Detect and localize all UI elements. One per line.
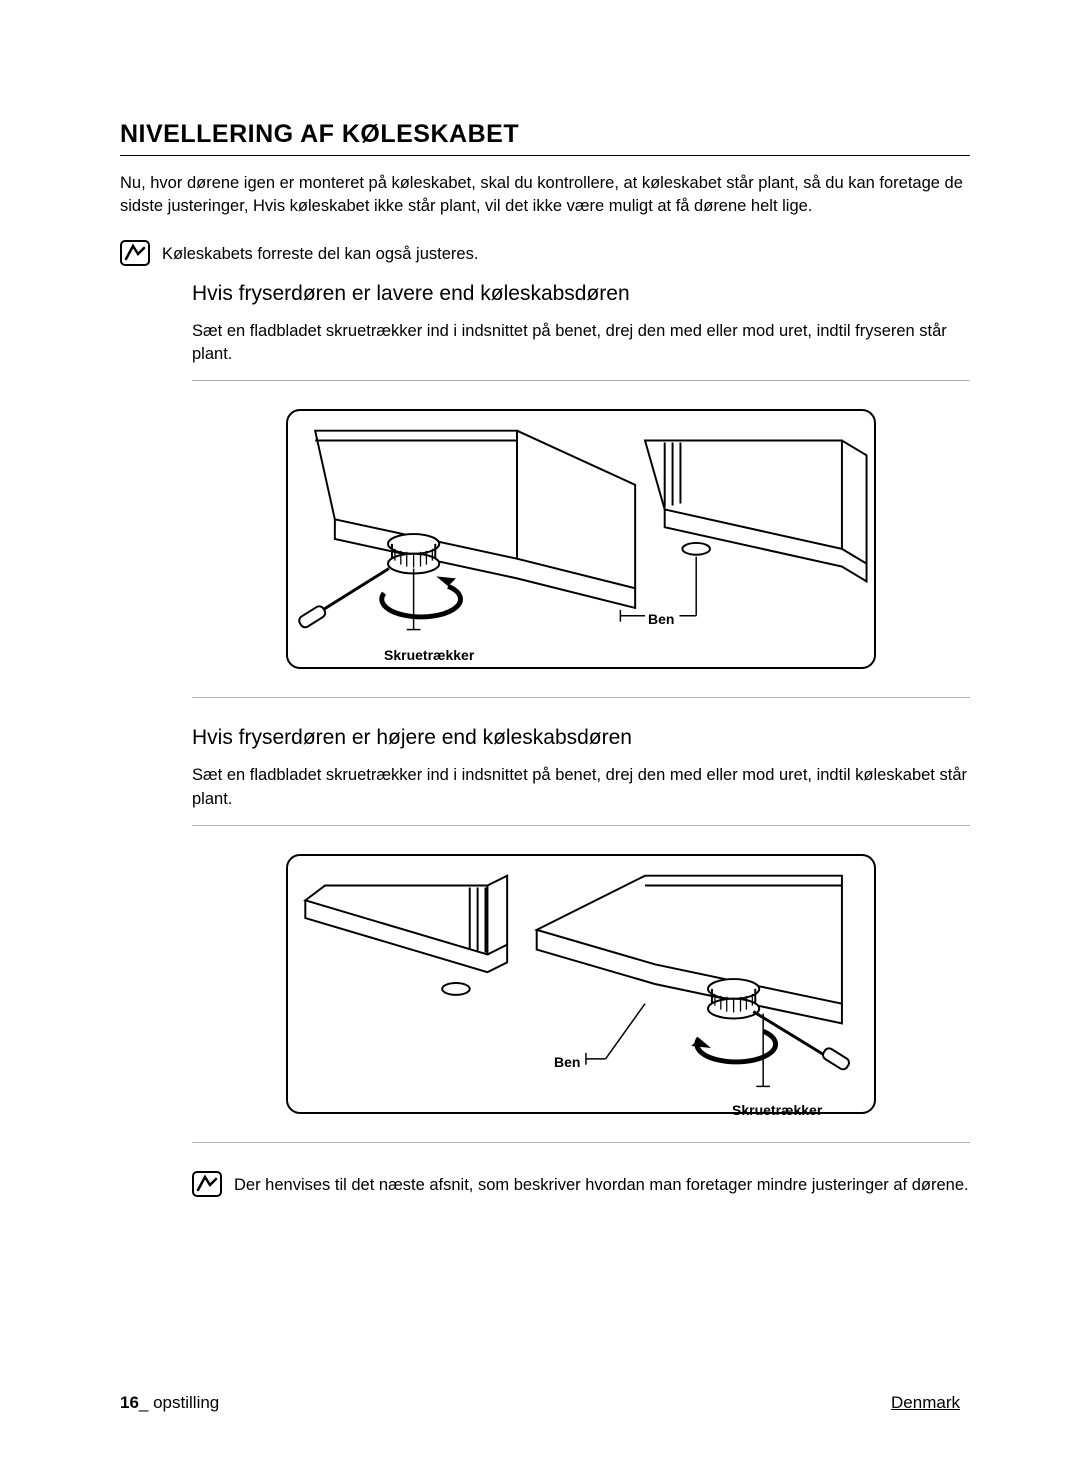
figure-1-diagram — [288, 411, 874, 667]
divider — [192, 825, 970, 826]
note-icon — [120, 240, 150, 266]
figure-2-diagram — [288, 856, 874, 1112]
footer-country: Denmark — [891, 1393, 960, 1413]
note-2-text: Der henvises til det næste afsnit, som b… — [234, 1171, 969, 1197]
figure-2-label-screwdriver: Skruetrækker — [732, 1102, 822, 1118]
note-1-text: Køleskabets forreste del kan også juster… — [162, 240, 478, 266]
section-2: Hvis fryserdøren er højere end køleskabs… — [192, 726, 970, 1142]
section-2-body: Sæt en fladbladet skruetrækker ind i ind… — [192, 764, 970, 810]
section-2-heading: Hvis fryserdøren er højere end køleskabs… — [192, 726, 970, 750]
section-1-body: Sæt en fladbladet skruetrækker ind i ind… — [192, 320, 970, 366]
figure-2: Ben Skruetrækker — [286, 854, 876, 1114]
footer-left: 16_ opstilling — [120, 1393, 219, 1413]
section-1-heading: Hvis fryserdøren er lavere end køleskabs… — [192, 282, 970, 306]
figure-1: Skruetrækker Ben — [286, 409, 876, 669]
divider — [192, 1142, 970, 1143]
figure-1-label-leg: Ben — [648, 611, 674, 627]
figure-1-label-screwdriver: Skruetrækker — [384, 647, 474, 663]
footer-section-label: _ opstilling — [139, 1393, 219, 1412]
intro-paragraph: Nu, hvor dørene igen er monteret på køle… — [120, 172, 970, 218]
page-number: 16 — [120, 1393, 139, 1412]
figure-2-label-leg: Ben — [554, 1054, 580, 1070]
note-2: Der henvises til det næste afsnit, som b… — [192, 1171, 970, 1197]
divider — [192, 697, 970, 698]
divider — [192, 380, 970, 381]
page-footer: 16_ opstilling Denmark — [120, 1393, 960, 1413]
note-1: Køleskabets forreste del kan også juster… — [120, 240, 970, 266]
page-title: NIVELLERING AF KØLESKABET — [120, 120, 970, 156]
note-icon — [192, 1171, 222, 1197]
section-1: Hvis fryserdøren er lavere end køleskabs… — [192, 282, 970, 698]
